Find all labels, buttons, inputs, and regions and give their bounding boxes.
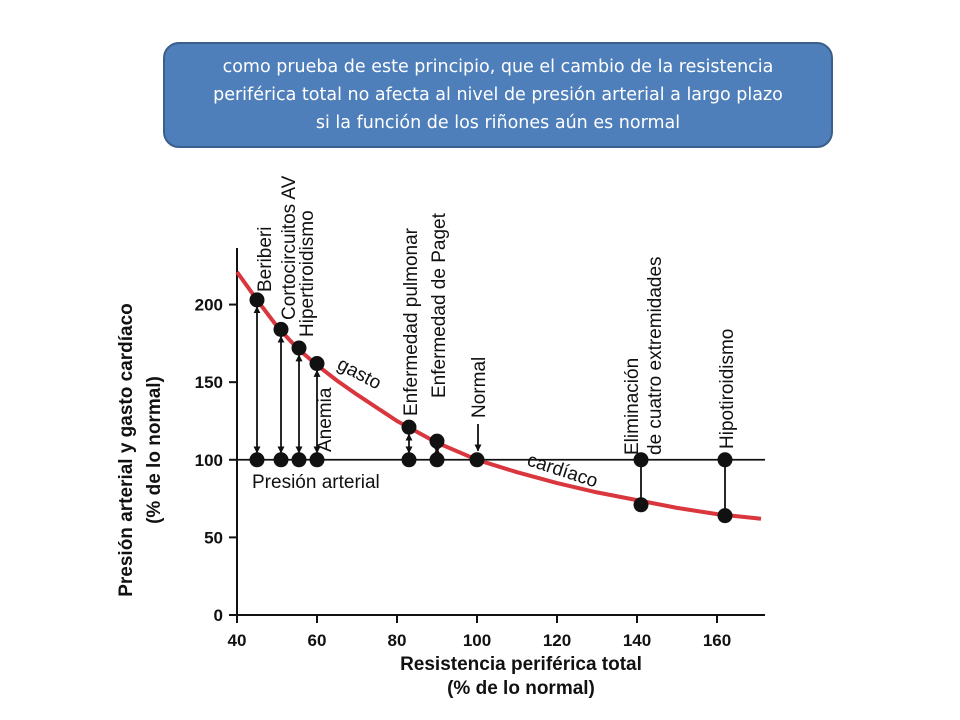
callout-line-3: si la función de los riñones aún es norm… bbox=[315, 113, 681, 133]
condition-8-pressure-point bbox=[717, 452, 733, 468]
explanation-callout: como prueba de este principio, que el ca… bbox=[163, 42, 833, 148]
condition-7-pressure-point bbox=[633, 452, 649, 468]
condition-4-output-point bbox=[401, 419, 417, 435]
x-tick-label: 140 bbox=[623, 631, 651, 650]
condition-7-label-line-1: Eliminación bbox=[622, 358, 643, 455]
condition-8-label: Hipotiroidismo bbox=[717, 329, 738, 449]
condition-4-label: Enfermedad pulmonar bbox=[401, 227, 422, 416]
condition-0-pressure-point bbox=[249, 452, 265, 468]
condition-3-label: Anemia bbox=[315, 387, 336, 452]
y-tick-label: 150 bbox=[195, 373, 223, 392]
x-tick-label: 160 bbox=[703, 631, 731, 650]
x-axis-subtitle: (% de lo normal) bbox=[447, 678, 595, 699]
x-tick-label: 120 bbox=[543, 631, 571, 650]
condition-1-label: Cortocircuitos AV bbox=[279, 175, 300, 320]
condition-6-pressure-point bbox=[469, 452, 485, 468]
condition-6-label: Normal bbox=[469, 357, 490, 418]
y-tick-label: 100 bbox=[195, 451, 223, 470]
condition-5-output-point bbox=[429, 433, 445, 449]
y-axis-title: Presión arterial y gasto cardíaco bbox=[116, 303, 137, 597]
pressure-series-label: Presión arterial bbox=[252, 472, 380, 493]
x-tick-label: 80 bbox=[388, 631, 407, 650]
condition-7-output-point bbox=[633, 497, 649, 513]
condition-2-label: Hipertiroidismo bbox=[297, 210, 318, 337]
output-series-label-gasto: gasto bbox=[334, 354, 385, 394]
x-tick-label: 60 bbox=[308, 631, 327, 650]
x-tick-label: 40 bbox=[228, 631, 247, 650]
y-tick-label: 200 bbox=[195, 296, 223, 315]
y-tick-label: 0 bbox=[214, 606, 223, 625]
x-tick-label: 100 bbox=[463, 631, 491, 650]
condition-3-output-point bbox=[309, 356, 325, 372]
condition-0-output-point bbox=[249, 292, 265, 308]
condition-2-output-point bbox=[291, 340, 307, 356]
condition-1-pressure-point bbox=[273, 452, 289, 468]
condition-0-label: Beriberi bbox=[255, 227, 276, 292]
condition-7-label-line-2: de cuatro extremidades bbox=[645, 256, 666, 455]
condition-5-pressure-point bbox=[429, 452, 445, 468]
callout-line-2: periférica total no afecta al nivel de p… bbox=[213, 85, 783, 105]
condition-1-output-point bbox=[273, 321, 289, 337]
condition-8-output-point bbox=[717, 508, 733, 524]
condition-2-pressure-point bbox=[291, 452, 307, 468]
callout-line-1: como prueba de este principio, que el ca… bbox=[222, 57, 774, 77]
y-axis-subtitle: (% de lo normal) bbox=[144, 376, 165, 524]
y-tick-label: 50 bbox=[204, 528, 223, 547]
x-axis-title: Resistencia periférica total bbox=[400, 654, 642, 675]
condition-3-pressure-point bbox=[309, 452, 325, 468]
condition-5-label: Enfermedad de Paget bbox=[429, 212, 450, 398]
condition-4-pressure-point bbox=[401, 452, 417, 468]
